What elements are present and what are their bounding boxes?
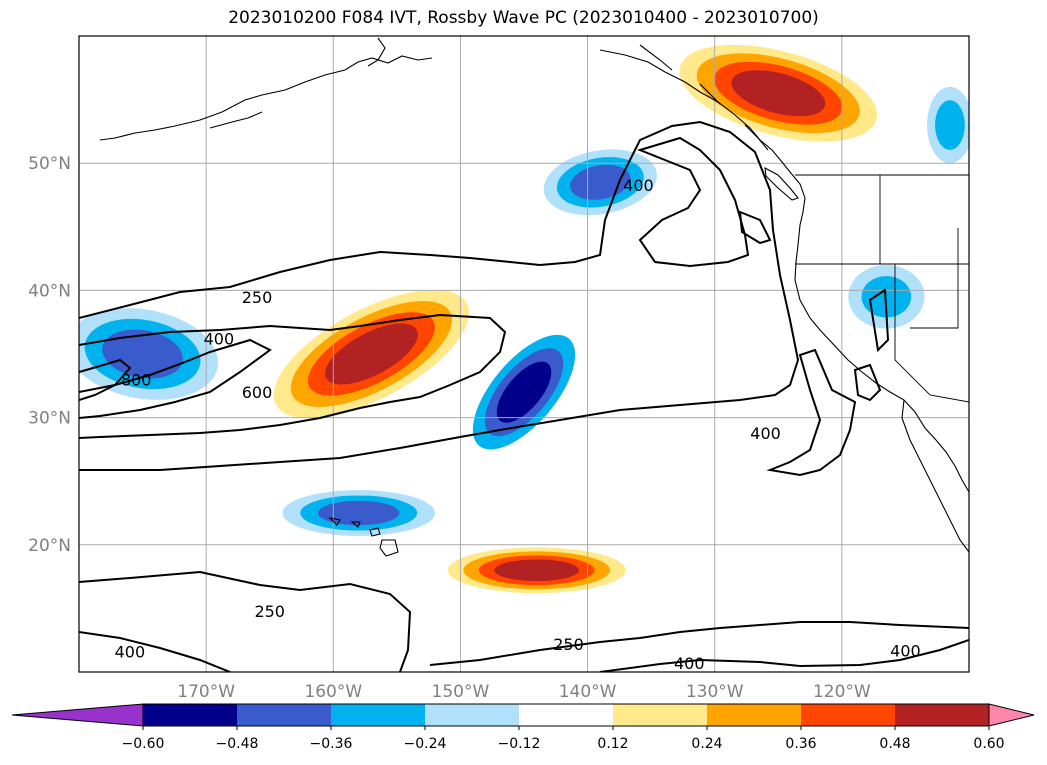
colorbar-segment-4 [425, 704, 519, 726]
contour-250-south [79, 570, 412, 672]
contour-label-8: 250 [553, 635, 584, 654]
political-borders [795, 174, 969, 403]
contour-400-ne [636, 136, 750, 268]
colorbar-segment-2 [237, 704, 331, 726]
colorbar-extend-low [11, 703, 144, 727]
pc-shade-4-3 [102, 329, 183, 379]
lon-tick-label-2: 150°W [432, 682, 490, 702]
contour-label-4: 400 [623, 176, 654, 195]
lon-tick-label-1: 160°W [304, 682, 362, 702]
contour-label-0: 250 [242, 288, 273, 307]
contour-label-1: 400 [204, 330, 235, 349]
lat-tick-label-3: 20°N [28, 536, 71, 556]
colorbar-segment-7 [707, 704, 801, 726]
pc-shade-3-4 [731, 70, 826, 117]
contour-400-se-bottom [599, 639, 969, 672]
contour-label-3: 800 [121, 370, 152, 389]
pc-shade-1-4 [325, 323, 418, 385]
pc-region-3 [679, 44, 878, 142]
pc-region-9 [927, 86, 969, 164]
lon-tick-label-5: 120°W [813, 682, 871, 702]
colorbar-segment-1 [143, 704, 237, 726]
contour-label-6: 250 [254, 602, 285, 621]
contour-label-2: 600 [242, 383, 273, 402]
vancouver-island [764, 167, 799, 201]
colorbar-extend-high [988, 703, 1035, 727]
lon-tick-label-0: 170°W [177, 682, 235, 702]
colorbar-tick-label-3: −0.24 [404, 736, 447, 752]
contour-400-west [79, 313, 507, 439]
contour-label-10: 400 [890, 641, 921, 660]
colorbar-segment-6 [613, 704, 707, 726]
pc-region-6 [282, 490, 435, 536]
coastlines [99, 37, 969, 557]
pc-region-2 [472, 334, 576, 450]
colorbar-segment-8 [801, 704, 895, 726]
pc-shade-7-4 [494, 559, 579, 582]
colorbar-segment-9 [895, 704, 989, 726]
contour-label-5: 400 [750, 424, 781, 443]
contour-label-7: 400 [115, 643, 146, 662]
pc-region-7 [447, 547, 626, 594]
lat-tick-label-0: 50°N [28, 154, 71, 174]
colorbar-tick-label-9: 0.60 [973, 736, 1004, 752]
axis-tick-labels: 50°N 40°N 30°N 20°N 170°W 160°W 150°W 140°W 130°… [28, 154, 871, 702]
pc-region-1 [273, 289, 470, 419]
contour-400-se [766, 348, 857, 477]
aleutian-coast [99, 55, 433, 141]
contour-250-se [429, 621, 969, 666]
colorbar-tick-label-6: 0.24 [691, 736, 722, 752]
contour-400-south [79, 631, 231, 672]
pc-shade-2-3 [496, 361, 552, 423]
colorbar-tick-label-5: 0.12 [597, 736, 628, 752]
lon-tick-label-3: 140°W [559, 682, 617, 702]
lon-tick-label-4: 130°W [686, 682, 744, 702]
colorbar-tick-label-7: 0.36 [785, 736, 816, 752]
colorbar-tick-label-1: −0.48 [216, 736, 259, 752]
colorbar-tick-label-4: −0.12 [498, 736, 541, 752]
us-west-coast [794, 224, 969, 493]
pc-shade-6-3 [318, 500, 400, 526]
map-frame [78, 35, 970, 673]
chart-title: 2023010200 F084 IVT, Rossby Wave PC (202… [228, 8, 819, 28]
hawaiian-islands [328, 517, 399, 557]
contour-800 [79, 358, 132, 401]
colorbar-segment-3 [331, 704, 425, 726]
pc-shading-layer [79, 44, 969, 594]
lat-tick-label-2: 30°N [28, 409, 71, 429]
lat-tick-label-1: 40°N [28, 281, 71, 301]
ivt-contours [79, 120, 969, 672]
baja-coast [901, 399, 969, 553]
pc-shade-9-2 [935, 100, 965, 150]
pc-region-5 [543, 149, 657, 216]
colorbar-tick-label-2: −0.36 [310, 736, 353, 752]
contour-label-9: 400 [674, 654, 705, 673]
colorbar-segment-5 [519, 704, 613, 726]
colorbar-tick-label-8: 0.48 [879, 736, 910, 752]
colorbar-tick-label-0: −0.60 [122, 736, 165, 752]
contour-600 [79, 338, 272, 419]
contour-250-north [79, 120, 800, 471]
contour-labels: 250 400 600 800 400 400 250 400 250 400 400 [115, 176, 921, 673]
colorbar: −0.60 −0.48 −0.36 −0.24 −0.12 0.12 0.24 0.36 0.4… [11, 703, 1035, 752]
colorbar-outline [142, 703, 990, 727]
bc-coast [599, 49, 806, 226]
